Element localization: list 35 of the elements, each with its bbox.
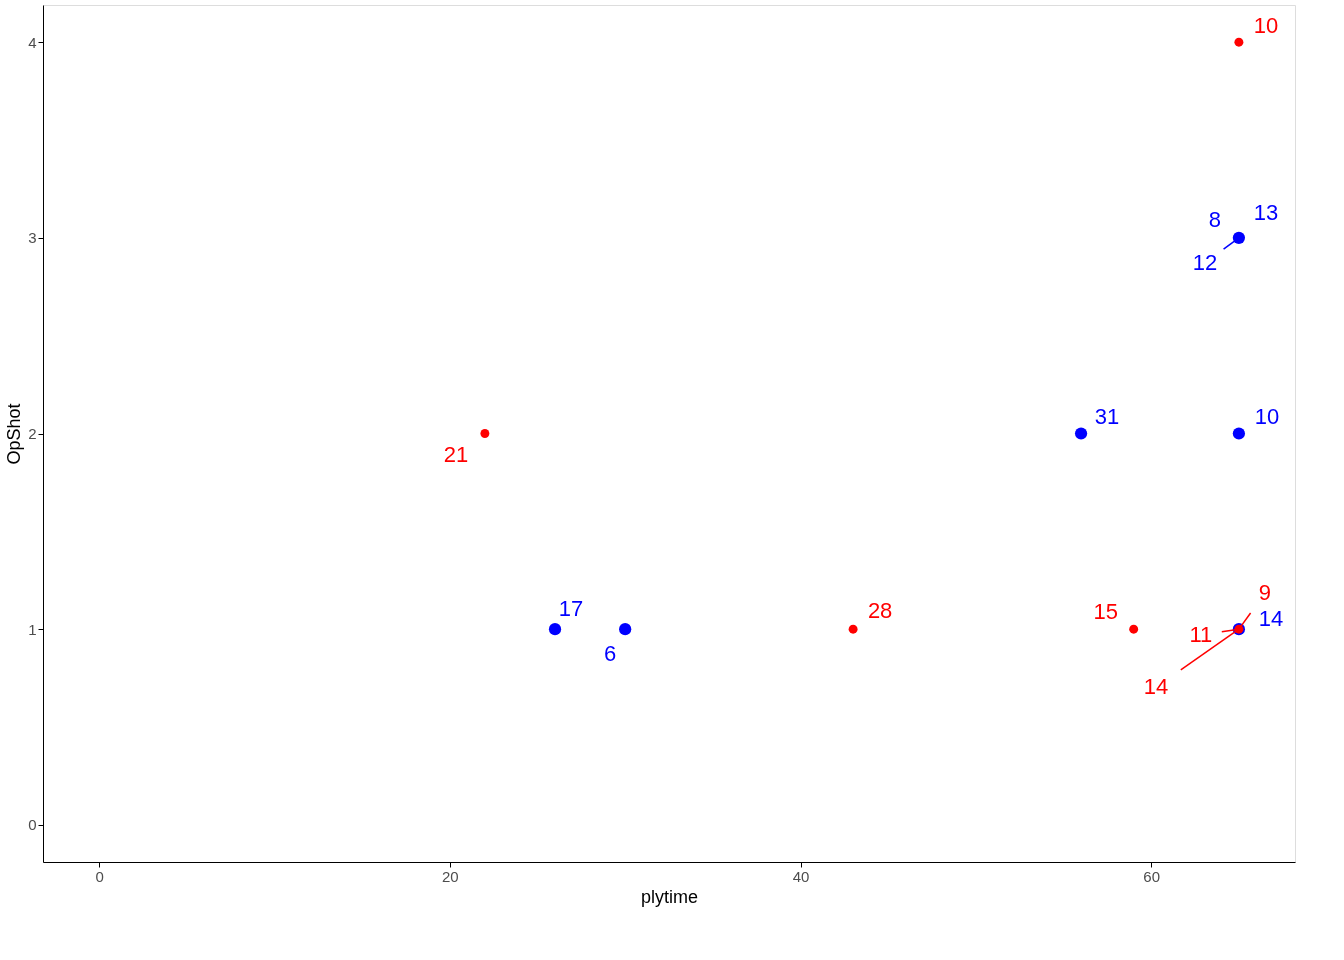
annotation: 15 [1093,599,1118,625]
y-tick-label: 0 [28,816,37,834]
y-tick-label: 4 [28,33,37,51]
annotation: 21 [443,441,469,467]
annotation: 10 [1254,403,1280,429]
point [1232,231,1246,244]
point [1074,427,1088,440]
annotation: 17 [558,596,584,622]
point [619,623,632,636]
point [1129,624,1139,634]
x-tick-label: 20 [441,867,459,885]
x-tick-label: 0 [95,867,104,885]
annotation: 31 [1094,403,1120,429]
y-axis-title: OpShot [4,403,25,465]
point [548,623,562,636]
point [480,429,490,438]
x-axis-title: plytime [640,886,699,907]
annotation: 12 [1192,249,1218,275]
annotation: 8 [1208,206,1222,232]
annotation: 6 [604,641,617,667]
point [848,624,858,634]
y-tick-label: 1 [28,620,37,638]
x-tick-label: 40 [792,867,810,885]
y-tick-label: 2 [28,425,37,442]
x-tick-label: 60 [1143,867,1161,885]
annotation: 10 [1253,13,1279,39]
annotation: 13 [1253,199,1279,225]
annotation: 14 [1143,674,1169,700]
annotation: 11 [1189,622,1213,648]
y-tick-label: 3 [28,229,37,247]
annotation: 9 [1258,580,1272,606]
point [1234,37,1244,47]
annotation: 14 [1258,606,1284,632]
annotation: 28 [867,598,893,624]
point [1232,427,1246,440]
